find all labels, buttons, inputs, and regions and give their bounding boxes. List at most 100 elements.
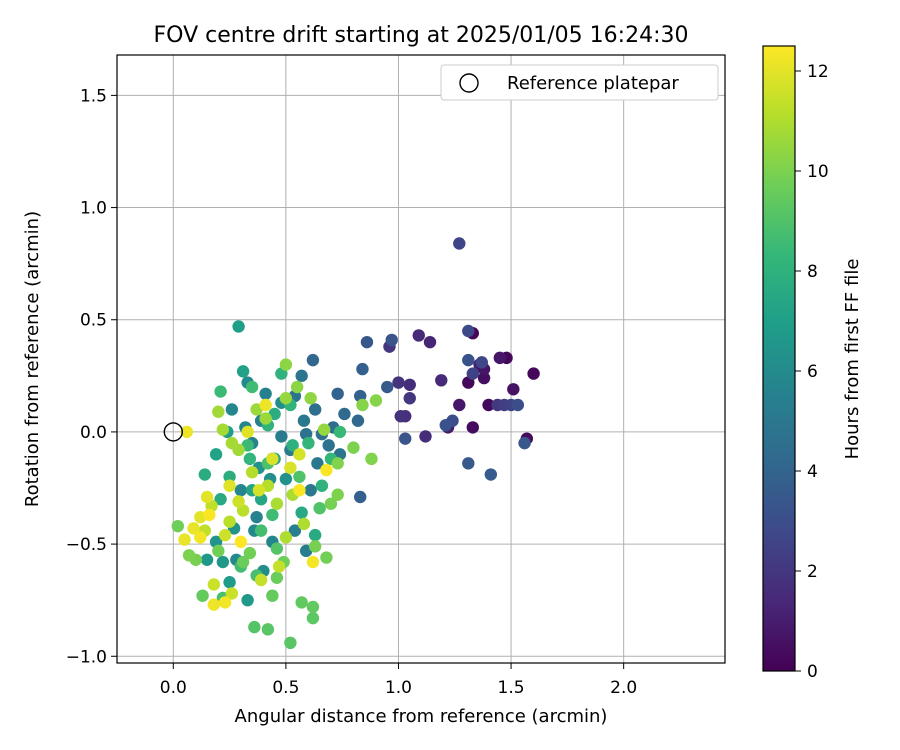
data-point: [295, 596, 308, 609]
x-tick-label: 1.5: [498, 678, 525, 698]
data-point: [308, 528, 322, 542]
data-point: [306, 353, 320, 367]
data-point: [331, 387, 344, 400]
data-point: [365, 452, 378, 466]
data-point: [232, 495, 245, 508]
data-point: [259, 398, 272, 412]
data-point: [403, 378, 416, 392]
data-point: [254, 524, 268, 537]
data-point: [466, 421, 479, 434]
data-point: [234, 484, 248, 497]
data-point: [182, 549, 196, 562]
data-point: [207, 578, 221, 591]
data-point: [324, 497, 338, 510]
data-point: [290, 380, 304, 394]
data-point: [259, 387, 272, 400]
x-tick-label: 1.0: [385, 678, 412, 698]
data-point: [250, 510, 263, 524]
data-point: [198, 468, 212, 481]
data-point: [322, 439, 335, 452]
data-point: [475, 356, 488, 369]
data-point: [225, 587, 239, 600]
data-point: [462, 324, 475, 338]
data-point: [178, 533, 191, 546]
data-point: [518, 436, 531, 450]
data-point: [320, 551, 333, 564]
data-point: [223, 576, 236, 589]
data-point: [302, 436, 315, 450]
data-point: [286, 439, 299, 452]
legend-box: [440, 64, 719, 101]
colorbar-tick-label: 10: [807, 162, 829, 182]
data-point: [385, 333, 398, 347]
data-point: [306, 611, 320, 625]
data-point: [527, 367, 540, 380]
data-point: [403, 392, 416, 405]
colorbar-tick-label: 2: [807, 562, 818, 582]
data-point: [200, 553, 214, 566]
data-point: [236, 555, 250, 569]
data-point: [304, 392, 317, 405]
data-point: [399, 432, 412, 445]
data-point: [243, 452, 257, 466]
data-point: [347, 441, 360, 454]
data-point: [453, 398, 466, 412]
data-point: [236, 365, 250, 378]
data-point: [207, 598, 221, 611]
data-point: [381, 380, 394, 394]
data-point: [245, 466, 259, 479]
data-point: [394, 410, 407, 423]
data-point: [272, 560, 286, 573]
data-point: [209, 448, 223, 461]
data-point: [482, 398, 495, 412]
data-point: [435, 374, 448, 387]
data-point: [412, 329, 425, 342]
data-point: [214, 385, 227, 398]
data-point: [216, 423, 230, 436]
data-point: [218, 528, 232, 542]
data-point: [243, 546, 257, 560]
data-point: [308, 403, 322, 416]
data-point: [218, 596, 232, 609]
data-point: [261, 623, 275, 636]
data-point: [297, 414, 311, 427]
data-point: [338, 407, 351, 421]
data-point: [360, 335, 374, 349]
y-axis-ticks: −1.0 −0.5 0.0 0.5 1.0 1.5: [66, 86, 117, 667]
colorbar-tick-label: 0: [807, 662, 818, 682]
data-point: [234, 535, 248, 549]
data-point: [462, 457, 475, 470]
data-point: [297, 517, 311, 531]
y-tick-label: 1.5: [80, 86, 107, 106]
y-tick-label: −0.5: [66, 535, 107, 555]
data-point: [331, 457, 344, 470]
data-point: [306, 555, 320, 569]
data-point: [308, 540, 322, 553]
y-axis-label: Rotation from reference (arcmin): [22, 211, 43, 507]
data-point: [232, 320, 245, 333]
data-point: [266, 589, 279, 602]
data-point: [279, 472, 293, 486]
data-point: [171, 519, 184, 533]
data-point: [369, 394, 383, 407]
plot-frame: [116, 54, 726, 664]
data-point: [223, 470, 236, 483]
data-point: [216, 555, 230, 569]
data-point: [254, 573, 268, 587]
data-point: [423, 335, 437, 349]
data-point: [248, 620, 261, 634]
data-point: [507, 383, 520, 396]
x-tick-label: 0.0: [160, 678, 187, 698]
data-point: [284, 461, 297, 475]
data-point: [511, 398, 525, 412]
reference-platepar-marker: [163, 422, 183, 442]
y-tick-label: 0.5: [80, 311, 107, 331]
colorbar-bar: [762, 45, 796, 672]
data-point: [270, 542, 284, 555]
data-point: [225, 436, 239, 450]
data-point: [333, 425, 347, 439]
data-point: [295, 369, 308, 383]
data-point: [313, 501, 326, 515]
data-point: [252, 484, 266, 497]
data-point: [293, 470, 306, 483]
